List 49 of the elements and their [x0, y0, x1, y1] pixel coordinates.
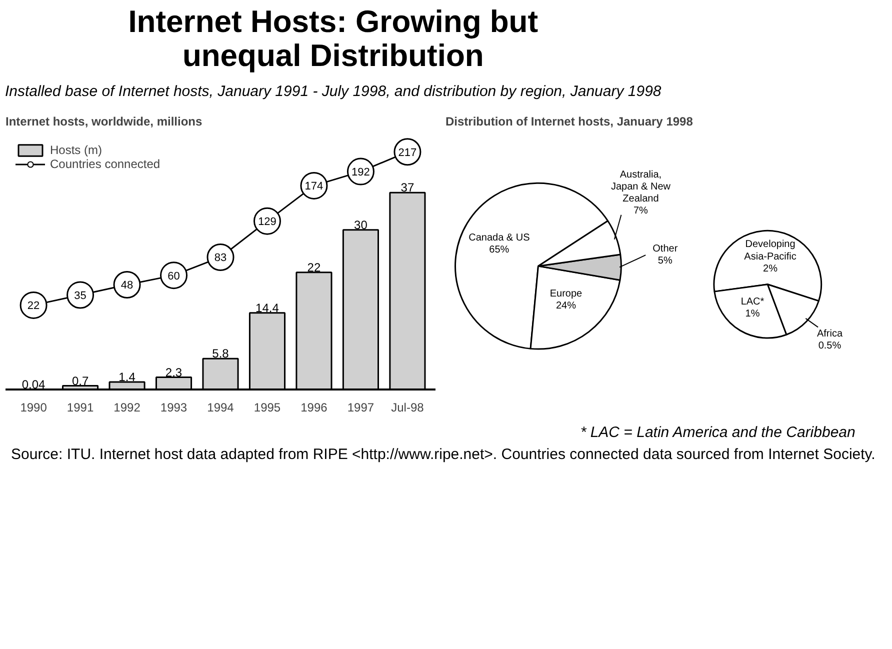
chart-title: Distribution of Internet hosts, January 1998: [446, 114, 694, 129]
data-label: 0.5%: [818, 340, 842, 352]
x-tick-label: 1993: [160, 400, 188, 415]
chart-title: Internet hosts, worldwide, millions: [6, 114, 203, 129]
slice-label: Other: [652, 244, 678, 255]
data-label: 30: [354, 218, 368, 232]
text: Installed base of Internet hosts, January 1991 - July 1998, and distribution by region, January 1998: [5, 82, 662, 102]
data-label: 83: [214, 252, 227, 265]
data-label: 48: [120, 280, 134, 292]
data-label: 1.4: [118, 370, 136, 384]
data-label: 174: [304, 181, 324, 194]
data-label: 192: [352, 166, 370, 179]
data-label: 65%: [489, 244, 510, 256]
data-label: 0.7: [72, 374, 89, 388]
legend-label: Countries connected: [50, 157, 160, 172]
data-label: 37: [400, 181, 414, 195]
source-note: Source: ITU. Internet host data adapted from RIPE <http://www.ripe.net>. Countries connected data sourced from Internet Society.: [10, 444, 876, 465]
x-tick-label: 1997: [347, 400, 374, 415]
text: * LAC = Latin America and the Caribbean: [579, 423, 856, 444]
data-label: 129: [258, 216, 276, 228]
data-label: 35: [74, 290, 86, 302]
data-label: 60: [168, 270, 180, 283]
x-tick-label: 1992: [114, 400, 141, 415]
data-label: 1%: [745, 309, 760, 320]
data-label: 5.8: [212, 347, 230, 362]
data-label: 2.3: [165, 366, 182, 380]
x-tick-label: 1995: [254, 400, 281, 415]
data-label: 22: [307, 260, 321, 275]
data-label: 217: [398, 147, 417, 160]
x-tick-label: 1996: [300, 400, 328, 415]
slice-label: Europe: [550, 288, 583, 300]
data-label: 0.04: [22, 378, 46, 392]
text: Internet Hosts: Growing but unequal Distribution: [127, 4, 540, 73]
legend-label: Hosts (m): [50, 143, 102, 158]
slice-label: Australia, Japan & New Zealand: [611, 170, 672, 205]
data-label: 7%: [634, 206, 648, 217]
slice-label: Developing Asia-Pacific: [744, 240, 796, 263]
data-label: 5%: [658, 256, 672, 268]
slice-label: Africa: [816, 328, 843, 340]
data-label: 14.4: [256, 301, 280, 316]
data-label: 22: [27, 300, 40, 313]
x-tick-label: 1994: [207, 400, 234, 415]
slice-label: LAC*: [740, 296, 764, 308]
x-tick-label: 1991: [66, 400, 94, 415]
slice-label: Canada & US: [468, 232, 530, 244]
data-label: 24%: [556, 300, 576, 312]
data-label: 2%: [763, 264, 778, 275]
x-tick-label: 1990: [20, 400, 48, 415]
x-tick-label: Jul-98: [391, 400, 424, 415]
